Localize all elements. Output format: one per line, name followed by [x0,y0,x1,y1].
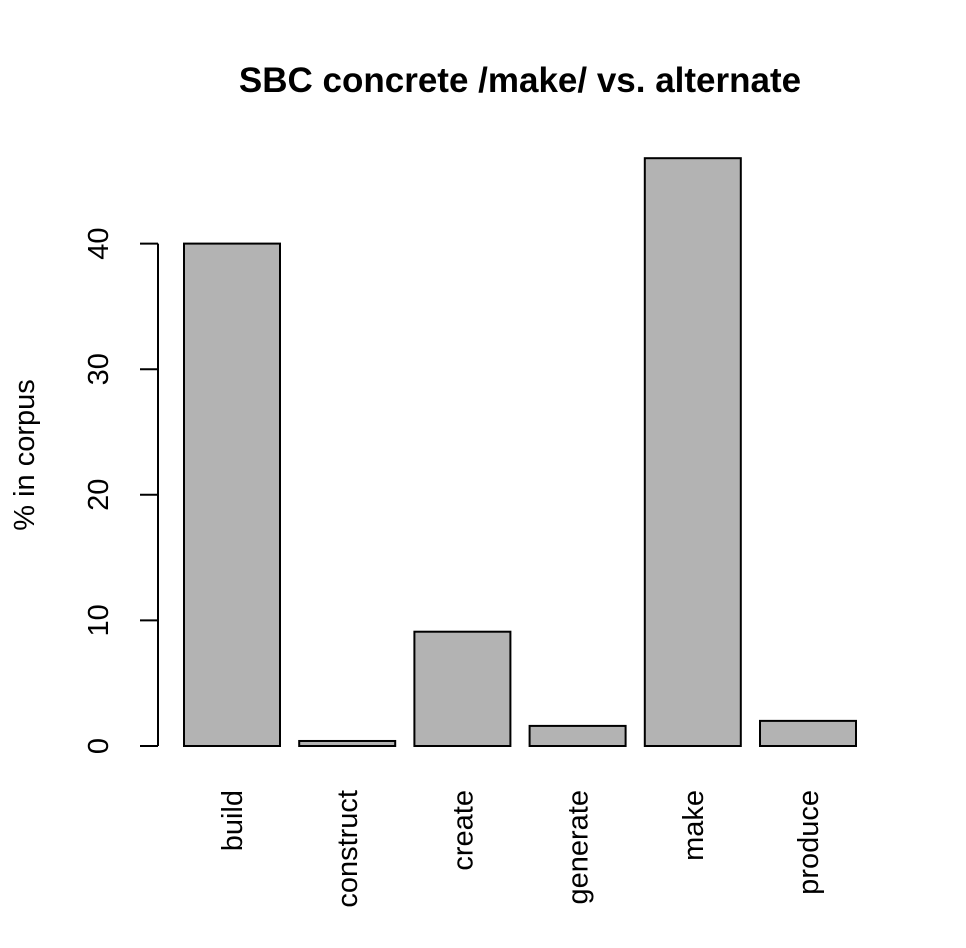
x-tick-label-build: build [217,790,249,851]
bars [183,157,857,748]
x-tick-label-make: make [678,790,710,861]
y-tick-label: 30 [83,353,115,385]
y-tick-label: 40 [83,227,115,259]
bar-generate [528,724,627,747]
chart-title: SBC concrete /make/ vs. alternate [239,61,801,100]
bar-build [183,242,281,747]
y-axis: 0 10 20 30 40 [83,227,159,754]
x-tick-label-construct: construct [332,790,364,908]
bar-produce [759,719,857,748]
bar-create [413,630,512,747]
x-axis-labels: build construct create generate make produce [217,790,825,908]
y-tick-label: 10 [83,604,115,636]
y-tick-label: 20 [83,479,115,511]
x-tick-label-create: create [447,790,479,871]
y-axis-label: % in corpus [9,379,41,531]
y-tick-label: 0 [83,738,115,754]
x-tick-label-produce: produce [793,790,825,895]
x-tick-label-generate: generate [563,790,595,905]
bar-construct [298,739,397,748]
bar-make [643,157,742,747]
